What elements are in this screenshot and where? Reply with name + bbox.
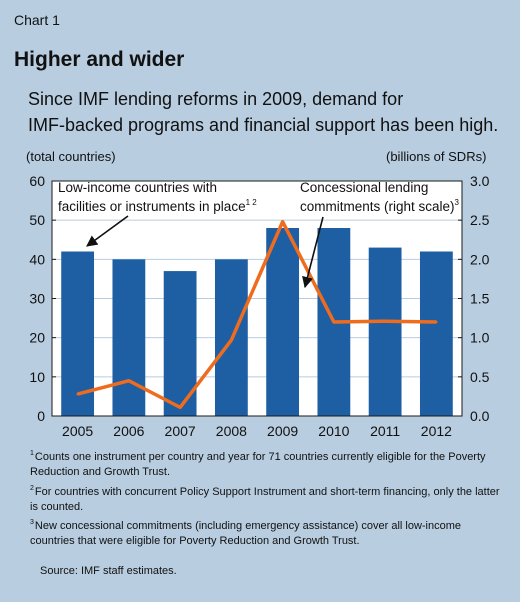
- bar-2009: [266, 228, 300, 416]
- chart-subtitle-line-2: IMF-backed programs and financial suppor…: [28, 115, 499, 135]
- line-point-2007: [178, 406, 182, 409]
- right-tick-label: 1.0: [470, 330, 490, 346]
- combo-chart: 0 10 20 30 40 50 60 0.0 0.5 1.0 1.5 2.0 2.5 3.0 2005 20…: [29, 173, 490, 439]
- chart-subtitle-line-1: Since IMF lending reforms in 2009, deman…: [28, 89, 404, 109]
- bar-series-label-line-2: facilities or instruments in place1 2: [58, 198, 257, 214]
- left-tick-label: 0: [37, 408, 45, 424]
- left-tick-label: 30: [29, 291, 45, 307]
- concessional-lending-line: [77, 219, 437, 410]
- right-tick-label: 1.5: [470, 291, 490, 307]
- line-series-label-footnote-ref: 3: [455, 198, 460, 207]
- line-series-label-line-1: Concessional lending: [300, 180, 428, 195]
- right-axis-unit: (billions of SDRs): [386, 149, 487, 164]
- left-axis-unit: (total countries): [26, 149, 116, 164]
- chart-label: Chart 1: [14, 12, 60, 28]
- x-tick-label: 2012: [421, 423, 452, 439]
- right-tick-label: 2.0: [470, 251, 490, 267]
- left-tick-label: 40: [29, 251, 45, 267]
- bar-2006: [112, 259, 146, 416]
- x-tick-label: 2011: [370, 423, 400, 439]
- line-series-label-line-2: commitments (right scale)3: [300, 198, 460, 214]
- bar-2011: [368, 247, 402, 416]
- left-tick-label: 60: [29, 173, 45, 189]
- chart-title: Higher and wider: [14, 48, 185, 71]
- right-tick-label: 2.5: [470, 212, 490, 228]
- x-tick-label: 2005: [62, 423, 93, 439]
- line-point-2008: [230, 338, 233, 342]
- x-tick-label: 2006: [113, 423, 144, 439]
- left-tick-label: 50: [29, 212, 45, 228]
- bar-2005: [61, 251, 95, 416]
- line-point-2012: [435, 320, 438, 324]
- footnote-3: 3New concessional commitments (including…: [30, 519, 462, 547]
- line-point-2005: [76, 392, 79, 396]
- footnote-2: 2For countries with concurrent Policy Su…: [30, 485, 500, 513]
- right-tick-label: 3.0: [470, 173, 490, 189]
- line-point-2010: [332, 320, 336, 324]
- line-series-arrow: [302, 216, 324, 289]
- bar-2012: [419, 251, 453, 416]
- right-tick-label: 0.0: [470, 408, 490, 424]
- source-note: Source: IMF staff estimates.: [40, 565, 177, 577]
- line-point-2011: [383, 320, 387, 323]
- left-tick-label: 20: [29, 330, 45, 346]
- bar-series-label-line-1: Low-income countries with: [58, 180, 217, 195]
- left-tick-label: 10: [29, 369, 45, 385]
- x-tick-label: 2009: [267, 423, 298, 439]
- x-tick-label: 2007: [165, 423, 196, 439]
- footnote-1: 1Counts one instrument per country and y…: [30, 450, 486, 478]
- right-tick-label: 0.5: [470, 369, 490, 385]
- x-tick-label: 2010: [318, 423, 349, 439]
- bar-series-label-footnote-ref: 1 2: [246, 198, 258, 207]
- line-point-2009: [281, 220, 284, 223]
- line-point-2006: [127, 379, 131, 382]
- x-tick-label: 2008: [216, 423, 247, 439]
- bar-series-arrow: [86, 215, 129, 247]
